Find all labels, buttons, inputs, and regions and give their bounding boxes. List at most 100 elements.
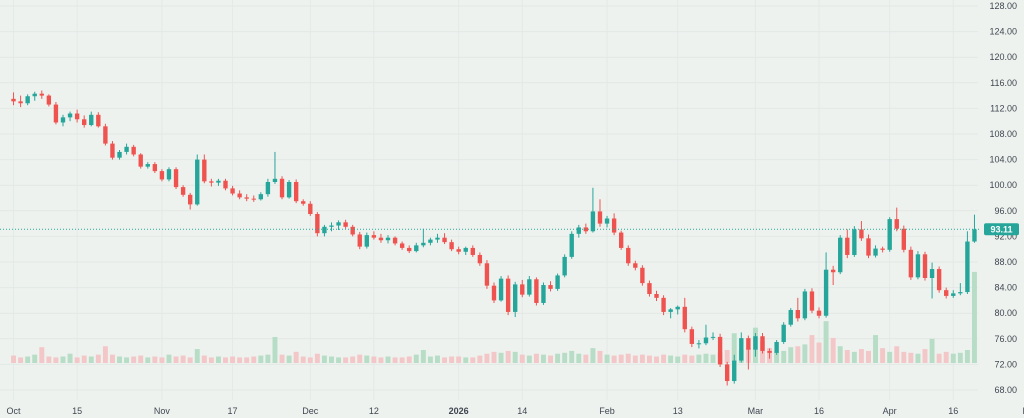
volume-bar bbox=[576, 353, 582, 363]
candle-body bbox=[576, 227, 581, 234]
volume-bar bbox=[201, 355, 207, 363]
candle-body bbox=[958, 292, 963, 294]
x-tick-label: Feb bbox=[599, 406, 615, 416]
last-price-label-bg bbox=[984, 223, 1019, 236]
candle-body bbox=[124, 146, 129, 152]
candle-body bbox=[103, 126, 108, 144]
candle-body bbox=[562, 256, 567, 276]
candle-body bbox=[838, 237, 843, 273]
x-tick-label: Dec bbox=[302, 406, 319, 416]
candle-body bbox=[611, 218, 617, 233]
candle-body bbox=[209, 181, 214, 183]
y-tick-label: 92.00 bbox=[994, 231, 1017, 241]
volume-bar bbox=[484, 353, 490, 363]
candle-body bbox=[371, 235, 377, 238]
volume-bar bbox=[109, 354, 115, 363]
candle-body bbox=[880, 248, 885, 250]
volume-bar bbox=[894, 346, 900, 363]
candle-body bbox=[774, 342, 779, 353]
volume-bar bbox=[378, 357, 384, 363]
volume-bar bbox=[611, 355, 617, 363]
y-axis: 68.00 72.00 76.00 80.00 84.00 88.00 92.00 96.00… bbox=[989, 1, 1017, 395]
volume-bar bbox=[816, 342, 822, 363]
candle-body bbox=[414, 245, 419, 252]
candle-body bbox=[951, 293, 956, 296]
volume-bar bbox=[265, 354, 271, 363]
volume-bar bbox=[46, 356, 52, 363]
candle-body bbox=[449, 242, 454, 250]
x-tick-label: 15 bbox=[72, 406, 82, 416]
candle-body bbox=[131, 146, 136, 155]
volume-bar bbox=[661, 354, 667, 363]
volume-bar bbox=[463, 357, 469, 363]
volume-bar bbox=[555, 353, 561, 363]
volume-bar bbox=[350, 356, 356, 363]
volume-bar bbox=[11, 355, 17, 363]
y-tick-label: 100.00 bbox=[989, 180, 1017, 190]
volume-bar bbox=[420, 349, 426, 363]
volume-bar bbox=[406, 356, 412, 363]
volume-bar bbox=[117, 356, 122, 363]
candle-body bbox=[138, 154, 143, 167]
volume-bar bbox=[505, 350, 511, 363]
candle-body bbox=[484, 263, 490, 286]
candle-body bbox=[32, 93, 37, 97]
volume-bar bbox=[258, 355, 264, 363]
candle-body bbox=[724, 364, 730, 382]
volume-bar bbox=[230, 356, 236, 363]
candle-body bbox=[96, 114, 101, 127]
candle-body bbox=[936, 269, 942, 291]
candle-body bbox=[901, 228, 907, 250]
candle-body bbox=[618, 232, 624, 248]
candle-body bbox=[470, 247, 475, 255]
candle-body bbox=[195, 159, 200, 205]
candle-body bbox=[852, 229, 857, 255]
volume-bar bbox=[802, 344, 808, 363]
candle-body bbox=[626, 247, 631, 264]
volume-bar bbox=[180, 355, 186, 363]
candle-body bbox=[392, 237, 398, 244]
candle-body bbox=[272, 178, 278, 182]
candle-body bbox=[661, 297, 666, 312]
volume-bar bbox=[781, 350, 787, 363]
candle-body bbox=[717, 336, 723, 365]
candle-body bbox=[732, 360, 737, 382]
volume-bar bbox=[731, 333, 737, 363]
volume-bar bbox=[880, 348, 886, 363]
volume-bar bbox=[371, 356, 377, 363]
y-tick-label: 76.00 bbox=[994, 334, 1017, 344]
candle-body bbox=[322, 226, 327, 234]
candle-body bbox=[173, 169, 179, 188]
volume-bar bbox=[724, 349, 730, 363]
volume-layer bbox=[11, 271, 977, 363]
candle-body bbox=[230, 188, 235, 194]
volume-bar bbox=[74, 357, 80, 363]
candle-body bbox=[67, 113, 73, 118]
volume-bar bbox=[477, 355, 483, 363]
volume-bar bbox=[823, 321, 829, 363]
volume-bar bbox=[53, 357, 59, 363]
x-tick-label: 16 bbox=[948, 406, 958, 416]
candle-body bbox=[159, 171, 165, 180]
candle-body bbox=[710, 336, 716, 338]
candle-body bbox=[187, 194, 193, 205]
x-tick-label: Mar bbox=[748, 406, 764, 416]
y-tick-label: 128.00 bbox=[989, 1, 1017, 11]
candle-body bbox=[265, 182, 271, 195]
volume-bar bbox=[957, 352, 963, 363]
volume-bar bbox=[39, 347, 45, 363]
candle-body bbox=[830, 269, 836, 273]
candle-body bbox=[534, 279, 539, 303]
candle-body bbox=[477, 254, 483, 264]
volume-bar bbox=[632, 355, 638, 363]
volume-bar bbox=[435, 355, 440, 363]
candle-body bbox=[767, 350, 772, 353]
candle-body bbox=[202, 159, 207, 182]
y-tick-label: 112.00 bbox=[990, 103, 1017, 113]
candle-body bbox=[110, 143, 115, 158]
last-price-marker: 93.11 bbox=[984, 223, 1019, 236]
candle-body bbox=[520, 284, 525, 295]
volume-bar bbox=[449, 356, 455, 363]
candle-body bbox=[795, 310, 801, 319]
